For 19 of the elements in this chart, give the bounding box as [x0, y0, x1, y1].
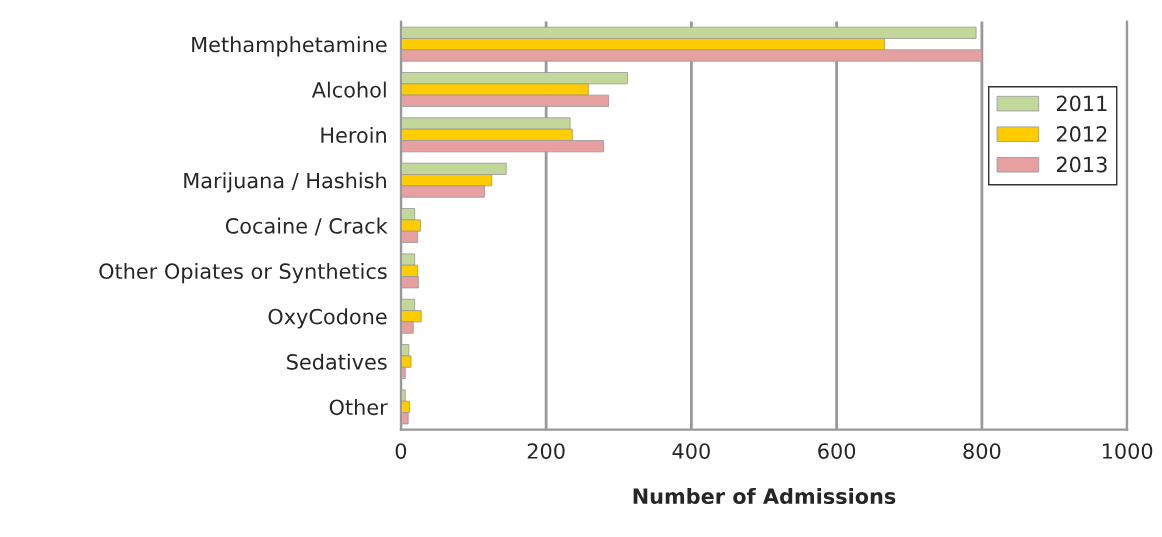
x-tick-label: 600 [818, 443, 856, 459]
y-tick-label: Heroin [321, 126, 386, 144]
x-tick-label: 1000 [1102, 443, 1153, 459]
legend-label: 2013 [1056, 156, 1107, 173]
x-tick-label: 800 [963, 443, 1001, 459]
x-tick-label: 400 [672, 443, 710, 459]
legend-label: 2011 [1056, 95, 1107, 112]
x-tick-label: 200 [527, 443, 565, 459]
legend-label: 2012 [1056, 126, 1107, 142]
y-tick-label: Other Opiates or Synthetics [99, 262, 387, 284]
y-tick-label: OxyCodone [268, 308, 387, 329]
y-tick-label: Marijuana / Hashish [184, 172, 386, 193]
y-tick-label: Other [329, 399, 388, 416]
y-tick-label: Alcohol [311, 81, 386, 98]
x-tick-label: 0 [395, 443, 407, 459]
y-tick-label: Cocaine / Crack [225, 217, 388, 236]
y-tick-label: Sedatives [287, 353, 387, 370]
x-axis-title: Number of Admissions [633, 487, 896, 505]
y-tick-label: Methamphetamine [192, 36, 387, 57]
